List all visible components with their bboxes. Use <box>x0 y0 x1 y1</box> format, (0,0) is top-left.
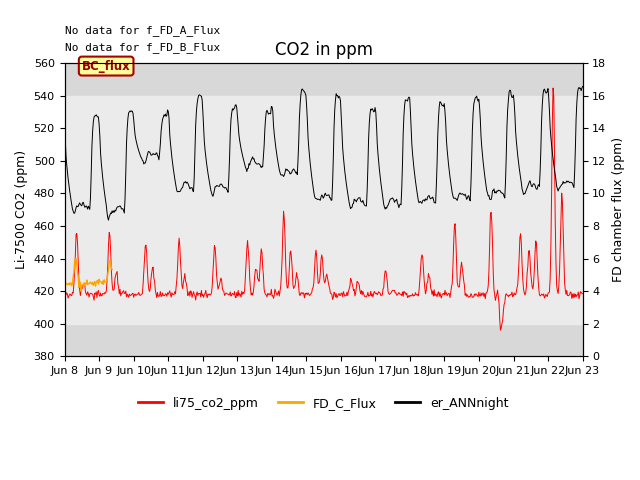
Text: No data for f_FD_A_Flux: No data for f_FD_A_Flux <box>65 25 220 36</box>
Bar <box>65 63 582 356</box>
Text: No data for f_FD_B_Flux: No data for f_FD_B_Flux <box>65 43 220 53</box>
Bar <box>65 96 582 324</box>
Y-axis label: Li-7500 CO2 (ppm): Li-7500 CO2 (ppm) <box>15 150 28 269</box>
Legend: li75_co2_ppm, FD_C_Flux, er_ANNnight: li75_co2_ppm, FD_C_Flux, er_ANNnight <box>133 392 514 415</box>
Text: BC_flux: BC_flux <box>82 60 131 72</box>
Title: CO2 in ppm: CO2 in ppm <box>275 41 372 59</box>
Y-axis label: FD chamber flux (ppm): FD chamber flux (ppm) <box>612 137 625 282</box>
